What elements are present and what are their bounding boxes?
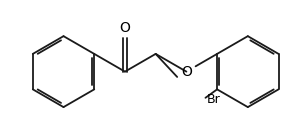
- Text: Br: Br: [207, 93, 221, 106]
- Text: O: O: [181, 65, 192, 79]
- Text: O: O: [120, 21, 130, 35]
